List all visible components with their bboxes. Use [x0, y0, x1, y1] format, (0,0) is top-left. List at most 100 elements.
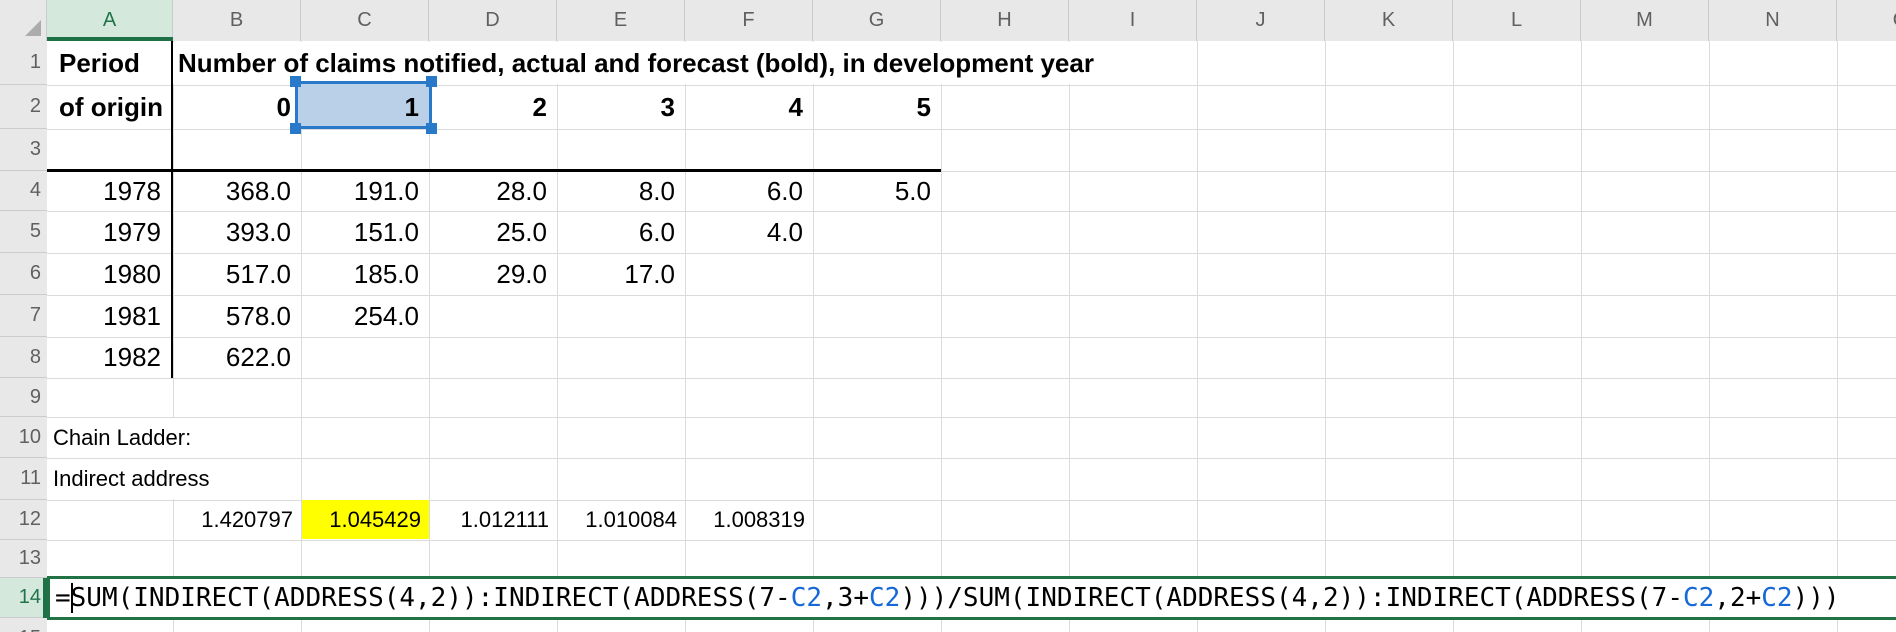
cell-a5-year[interactable]: 1979 — [103, 216, 161, 247]
selection-handle-top-left[interactable] — [290, 76, 301, 87]
column-header-d[interactable]: D — [429, 0, 557, 41]
cell-a4-year[interactable]: 1978 — [103, 175, 161, 206]
column-header-l[interactable]: L — [1453, 0, 1581, 41]
gridline — [1325, 41, 1326, 632]
select-all-corner[interactable] — [0, 0, 47, 41]
cell-d5[interactable]: 25.0 — [496, 216, 547, 247]
column-header-j[interactable]: J — [1197, 0, 1325, 41]
column-header-h[interactable]: H — [941, 0, 1069, 41]
cell-d2-dev-year-2[interactable]: 2 — [532, 91, 547, 122]
reference-border-c2 — [295, 81, 432, 129]
gridline — [173, 41, 174, 632]
formula-text-segment: ,3+ — [822, 583, 869, 613]
cell-e12-factor[interactable]: 1.010084 — [585, 506, 677, 532]
column-header-i[interactable]: I — [1069, 0, 1197, 41]
cell-a1-period-label[interactable]: Period — [59, 47, 140, 78]
row-header-13[interactable]: 13 — [0, 540, 47, 578]
row-header-10[interactable]: 10 — [0, 417, 47, 458]
selection-handle-top-right[interactable] — [426, 76, 437, 87]
column-header-n[interactable]: N — [1709, 0, 1837, 41]
column-header-b[interactable]: B — [173, 0, 301, 41]
cell-d6[interactable]: 29.0 — [496, 258, 547, 289]
cell-f5[interactable]: 4.0 — [766, 216, 803, 247]
formula-cell-a14[interactable]: =SUM(INDIRECT(ADDRESS(4,2)):INDIRECT(ADD… — [47, 576, 1896, 620]
cell-f4[interactable]: 6.0 — [766, 175, 803, 206]
cell-a11-indirect-address-label[interactable]: Indirect address — [47, 459, 299, 499]
row-header-12[interactable]: 12 — [0, 500, 47, 540]
cell-d4[interactable]: 28.0 — [496, 175, 547, 206]
formula-text-segment: ,2+ — [1714, 583, 1762, 613]
row-header-3[interactable]: 3 — [0, 129, 47, 171]
formula-text-segment: ))) — [1792, 583, 1840, 613]
table-border-horizontal — [47, 169, 941, 172]
cell-e4[interactable]: 8.0 — [638, 175, 675, 206]
gridline — [685, 41, 686, 632]
cell-b5[interactable]: 393.0 — [225, 216, 291, 247]
cell-g4[interactable]: 5.0 — [894, 175, 931, 206]
selection-handle-bottom-left[interactable] — [290, 123, 301, 134]
cell-b7[interactable]: 578.0 — [225, 300, 291, 331]
gridline — [557, 41, 558, 632]
cell-f12-factor[interactable]: 1.008319 — [713, 506, 805, 532]
cell-b2-dev-year-0[interactable]: 0 — [276, 91, 291, 122]
cell-c6[interactable]: 185.0 — [353, 258, 419, 289]
formula-cell-reference: C2 — [790, 583, 823, 613]
cell-c12-factor-highlighted[interactable]: 1.045429 — [302, 500, 429, 539]
cell-a7-year[interactable]: 1981 — [103, 300, 161, 331]
cell-g2-dev-year-5[interactable]: 5 — [916, 91, 931, 122]
cell-b1-table-title[interactable]: Number of claims notified, actual and fo… — [173, 42, 1197, 84]
column-header-k[interactable]: K — [1325, 0, 1453, 41]
column-header-e[interactable]: E — [557, 0, 685, 41]
cell-b8[interactable]: 622.0 — [225, 342, 291, 372]
cell-e5[interactable]: 6.0 — [638, 216, 675, 247]
column-header-o[interactable]: O — [1837, 0, 1896, 41]
formula-cell-reference: C2 — [869, 583, 901, 613]
cell-b12-factor[interactable]: 1.420797 — [201, 506, 293, 532]
row-header-6[interactable]: 6 — [0, 253, 47, 295]
cell-b6[interactable]: 517.0 — [225, 258, 291, 289]
row-header-15[interactable]: 15 — [0, 618, 47, 632]
column-header-f[interactable]: F — [685, 0, 813, 41]
column-header-a[interactable]: A — [47, 0, 173, 41]
formula-cell-reference: C2 — [1682, 583, 1715, 613]
cell-a10-chain-ladder-label[interactable]: Chain Ladder: — [47, 418, 299, 458]
row-header-5[interactable]: 5 — [0, 211, 47, 253]
cell-b4[interactable]: 368.0 — [225, 175, 291, 206]
column-header-g[interactable]: G — [813, 0, 941, 41]
column-header-m[interactable]: M — [1581, 0, 1709, 41]
row-header-14[interactable]: 14 — [0, 578, 47, 618]
column-header-c[interactable]: C — [301, 0, 429, 41]
gridline — [941, 41, 942, 632]
gridline — [1837, 41, 1838, 632]
cell-f2-dev-year-4[interactable]: 4 — [788, 91, 803, 122]
cell-e2-dev-year-3[interactable]: 3 — [660, 91, 675, 122]
row-header-9[interactable]: 9 — [0, 378, 47, 417]
row-header-11[interactable]: 11 — [0, 458, 47, 500]
row-header-2[interactable]: 2 — [0, 85, 47, 129]
gridline — [813, 41, 814, 632]
cell-c7[interactable]: 254.0 — [353, 300, 419, 331]
gridline — [1197, 41, 1198, 632]
cell-a8-year[interactable]: 1982 — [103, 342, 161, 372]
row-header-7[interactable]: 7 — [0, 295, 47, 337]
cell-c2-reference-fill[interactable] — [298, 84, 429, 126]
gridline — [47, 171, 1896, 172]
cell-d12-factor[interactable]: 1.012111 — [460, 506, 550, 532]
cell-e6[interactable]: 17.0 — [624, 258, 675, 289]
cell-c4[interactable]: 191.0 — [353, 175, 419, 206]
cell-a6-year[interactable]: 1980 — [103, 258, 161, 289]
select-all-triangle-icon — [25, 20, 41, 36]
gridline — [429, 41, 430, 632]
row-header-4[interactable]: 4 — [0, 171, 47, 211]
row-header-8[interactable]: 8 — [0, 337, 47, 378]
cell-c5[interactable]: 151.0 — [353, 216, 419, 247]
gridline — [47, 378, 1896, 379]
selection-handle-bottom-right[interactable] — [426, 123, 437, 134]
gridline — [47, 129, 1896, 130]
selected-column-accent — [47, 37, 173, 41]
gridline — [301, 41, 302, 632]
row-header-1[interactable]: 1 — [0, 41, 47, 85]
cell-a2-origin-label[interactable]: of origin — [59, 91, 163, 122]
cell-c2-dev-year-1[interactable]: 1 — [404, 91, 419, 122]
